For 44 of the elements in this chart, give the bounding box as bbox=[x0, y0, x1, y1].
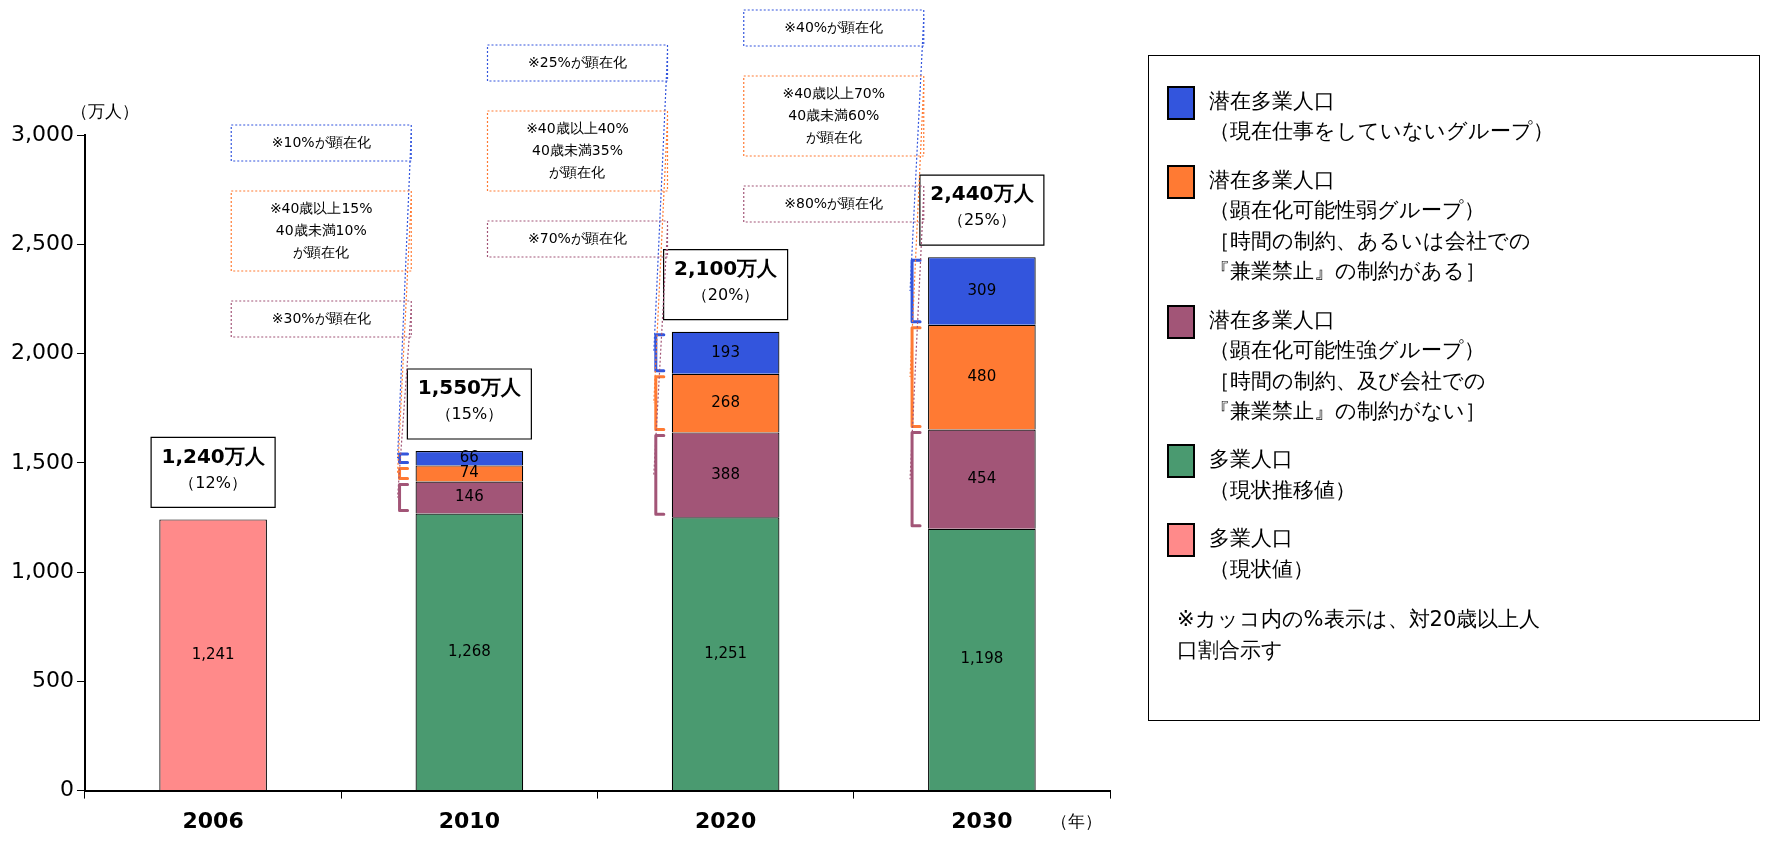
y-tick-label: 3,000 bbox=[11, 120, 74, 146]
annotation: ※10%が顕在化 bbox=[271, 134, 371, 150]
annotation: ※40歳以上40%40歳未満35%が顕在化 bbox=[526, 120, 629, 180]
text: ※カッコ内の%表示は、対20歳以上人口割合示す bbox=[1176, 606, 1542, 664]
data-label: 74 bbox=[459, 463, 479, 482]
data-label: 1,251 bbox=[704, 643, 748, 662]
x-axis-title: （年） bbox=[1051, 811, 1103, 832]
legend-label: 多業人口（現状推移値） bbox=[1209, 446, 1356, 504]
data-label: 1,241 bbox=[191, 644, 235, 663]
annotation: ※70%が顕在化 bbox=[528, 230, 627, 246]
y-tick-label: 2,500 bbox=[11, 229, 74, 255]
x-tick-label: 2006 bbox=[182, 807, 244, 833]
data-label: 193 bbox=[711, 342, 740, 361]
data-label: 388 bbox=[711, 464, 740, 483]
data-label: 146 bbox=[455, 487, 484, 506]
data-label: 268 bbox=[711, 393, 740, 412]
y-tick-label: 1,000 bbox=[11, 557, 74, 583]
annotation: ※40歳以上15%40歳未満10%が顕在化 bbox=[269, 200, 373, 260]
annotation: ※80%が顕在化 bbox=[784, 195, 884, 211]
data-label: 309 bbox=[967, 280, 997, 299]
data-label: 454 bbox=[967, 469, 997, 488]
total-label: 1,240万人（12%） bbox=[161, 443, 266, 492]
legend-label: 潜在多業人口（現在仕事をしていないグループ） bbox=[1209, 88, 1554, 146]
y-tick-label: 0 bbox=[59, 776, 74, 802]
annotation: ※40歳以上70%40歳未満60%が顕在化 bbox=[782, 85, 886, 145]
annotation: ※30%が顕在化 bbox=[271, 310, 371, 326]
legend-label: 多業人口（現状値） bbox=[1209, 525, 1314, 583]
y-tick-label: 2,000 bbox=[11, 339, 74, 365]
text: ※40%が顕在化 bbox=[784, 19, 884, 35]
total-label: 1,550万人（15%） bbox=[417, 375, 522, 424]
y-axis-title: （万人） bbox=[70, 101, 139, 122]
legend-label: 潜在多業人口（顕在化可能性強グループ）［時間の制約、及び会社での『兼業禁止』の制約がない］ bbox=[1209, 306, 1486, 425]
total-label: 2,100万人（20%） bbox=[673, 255, 779, 304]
x-tick-label: 2020 bbox=[695, 807, 757, 833]
y-tick-label: 1,500 bbox=[11, 448, 74, 474]
text: ※25%が顕在化 bbox=[528, 54, 627, 70]
x-tick-label: 2010 bbox=[438, 807, 500, 833]
x-tick-label: 2030 bbox=[951, 807, 1013, 833]
legend-label: 潜在多業人口（顕在化可能性弱グループ）［時間の制約、あるいは会社での『兼業禁止』の制約がある］ bbox=[1209, 166, 1531, 286]
data-label: 1,198 bbox=[960, 649, 1004, 668]
y-tick-label: 500 bbox=[31, 667, 74, 693]
data-label: 1,268 bbox=[447, 641, 491, 660]
data-label: 480 bbox=[967, 367, 997, 386]
total-label: 2,440万人（25%） bbox=[930, 181, 1035, 230]
